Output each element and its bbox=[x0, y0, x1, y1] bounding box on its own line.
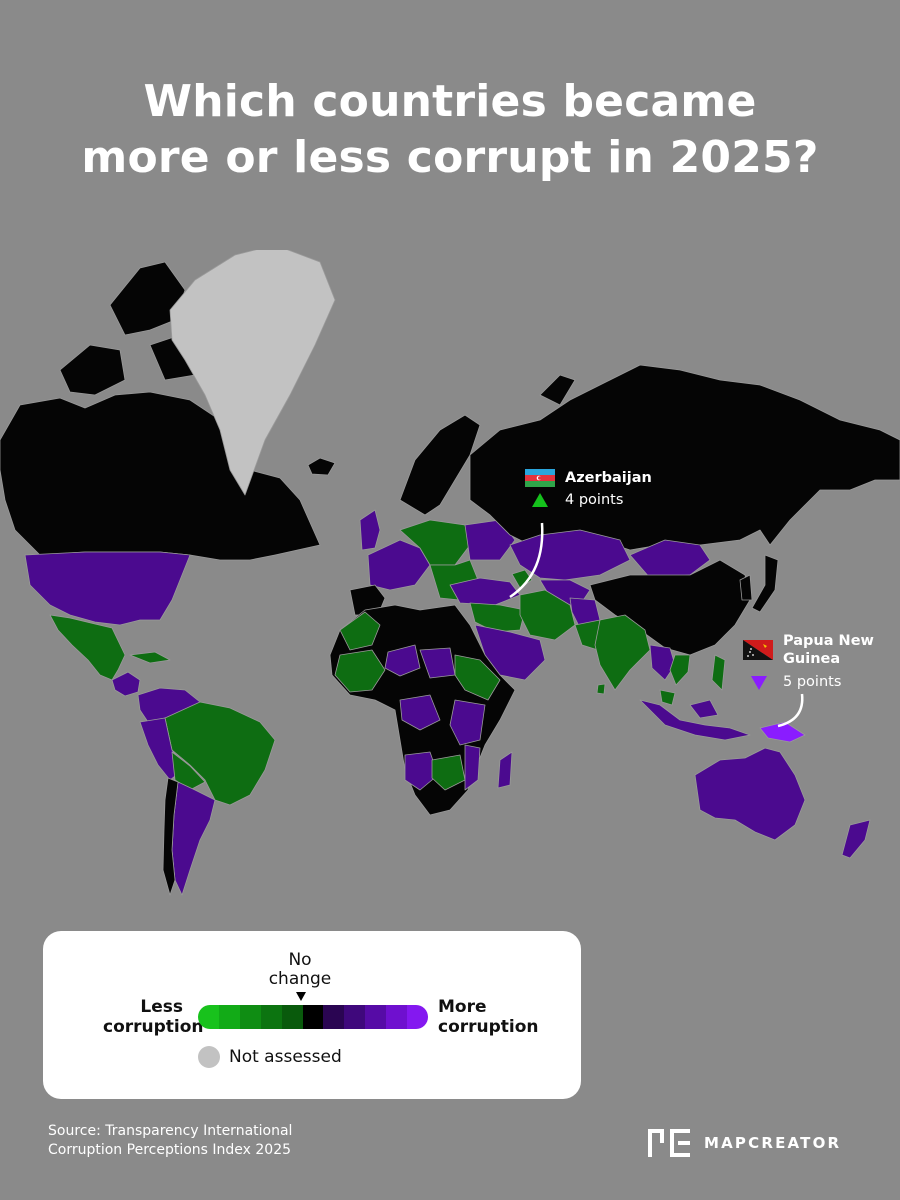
legend-scale-step bbox=[239, 1005, 261, 1029]
region-central-europe bbox=[399, 519, 471, 566]
region-japan bbox=[751, 554, 779, 613]
region-greenland bbox=[169, 250, 336, 496]
legend-panel: No change Less corruption More corruptio… bbox=[43, 931, 581, 1099]
region-east-africa bbox=[449, 699, 486, 746]
page-title: Which countries became more or less corr… bbox=[0, 74, 900, 186]
legend-not-assessed-label: Not assessed bbox=[229, 1047, 342, 1067]
legend-no-change-label: No change bbox=[268, 950, 332, 989]
brand-name: MAPCREATOR bbox=[704, 1134, 842, 1152]
legend-scale-step bbox=[198, 1005, 219, 1029]
region-mozambique bbox=[464, 744, 481, 791]
region-australia bbox=[694, 747, 806, 841]
region-cuba bbox=[129, 651, 171, 664]
region-mexico bbox=[49, 614, 126, 681]
region-central-africa bbox=[399, 694, 441, 731]
region-angola bbox=[404, 751, 439, 791]
papua-new-guinea-points: 5 points bbox=[783, 674, 842, 690]
region-brazil bbox=[164, 701, 276, 806]
region-west-africa bbox=[334, 649, 386, 693]
region-malaysia bbox=[659, 689, 676, 706]
region-sahel-purple bbox=[384, 644, 421, 677]
papua-new-guinea-leader-line bbox=[777, 693, 804, 728]
region-korea bbox=[739, 574, 753, 601]
legend-scale-step bbox=[323, 1005, 345, 1029]
legend-less-label: Less corruption bbox=[103, 997, 204, 1037]
azerbaijan-points: 4 points bbox=[565, 492, 624, 508]
title-line-1: Which countries became bbox=[143, 76, 757, 127]
region-novaya-zemlya bbox=[539, 374, 576, 406]
legend-color-scale bbox=[198, 1005, 428, 1029]
region-madagascar bbox=[497, 751, 513, 789]
legend-scale-step bbox=[365, 1005, 387, 1029]
region-syria-iraq bbox=[469, 602, 526, 633]
region-vietnam bbox=[669, 654, 691, 686]
legend-not-assessed-swatch bbox=[198, 1046, 220, 1068]
legend-scale-step bbox=[281, 1005, 303, 1029]
source-note: Source: Transparency International Corru… bbox=[48, 1122, 292, 1160]
region-new-zealand bbox=[841, 819, 871, 859]
azerbaijan-label: Azerbaijan bbox=[565, 470, 652, 486]
region-philippines bbox=[711, 654, 726, 691]
down-arrow-icon bbox=[751, 676, 767, 690]
region-bolivia bbox=[171, 751, 206, 791]
region-azerbaijan bbox=[511, 569, 533, 589]
legend-scale-step bbox=[386, 1005, 408, 1029]
region-iceland bbox=[307, 457, 336, 476]
region-india bbox=[594, 614, 651, 691]
region-zambia bbox=[431, 754, 466, 791]
up-arrow-icon bbox=[532, 493, 548, 507]
legend-pointer-icon bbox=[296, 992, 306, 1001]
azerbaijan-points-callout: 4 points bbox=[565, 491, 623, 509]
region-iberia bbox=[349, 584, 386, 616]
legend-scale-step bbox=[218, 1005, 240, 1029]
region-indonesia bbox=[639, 699, 751, 741]
papua-new-guinea-label-line2: Guinea bbox=[783, 651, 841, 667]
legend-more-label: More corruption bbox=[438, 997, 539, 1037]
papua-new-guinea-points-callout: 5 points bbox=[783, 673, 841, 691]
papua-new-guinea-flag-icon bbox=[743, 640, 773, 660]
azerbaijan-callout: Azerbaijan bbox=[565, 469, 652, 487]
papua-new-guinea-callout: Papua New Guinea bbox=[783, 632, 874, 668]
legend-scale-step bbox=[407, 1005, 428, 1029]
title-line-2: more or less corrupt in 2025? bbox=[81, 132, 819, 183]
region-argentina bbox=[171, 781, 216, 896]
region-scandinavia bbox=[399, 414, 481, 516]
legend-scale-step bbox=[260, 1005, 282, 1029]
source-line-1: Source: Transparency International bbox=[48, 1123, 293, 1139]
source-line-2: Corruption Perceptions Index 2025 bbox=[48, 1142, 292, 1158]
region-uk bbox=[359, 509, 381, 551]
region-myanmar-thailand bbox=[649, 644, 676, 681]
mapcreator-logo-icon bbox=[648, 1129, 690, 1157]
region-north-africa-west bbox=[339, 611, 381, 651]
region-ukraine bbox=[464, 519, 516, 561]
brand: MAPCREATOR bbox=[648, 1128, 841, 1158]
region-papua-new-guinea bbox=[759, 721, 806, 743]
region-sri-lanka bbox=[596, 683, 606, 695]
legend-scale-step bbox=[302, 1005, 324, 1029]
region-iran bbox=[519, 589, 576, 641]
region-united-states bbox=[24, 551, 191, 626]
region-chile bbox=[162, 777, 179, 896]
legend-scale-step bbox=[344, 1005, 366, 1029]
region-central-america bbox=[111, 671, 141, 697]
region-chad-niger bbox=[419, 647, 456, 679]
region-kazakhstan bbox=[509, 529, 631, 581]
papua-new-guinea-label-line1: Papua New bbox=[783, 633, 874, 649]
world-map bbox=[0, 250, 900, 896]
azerbaijan-leader-line bbox=[509, 522, 544, 599]
azerbaijan-flag-icon bbox=[525, 469, 555, 487]
